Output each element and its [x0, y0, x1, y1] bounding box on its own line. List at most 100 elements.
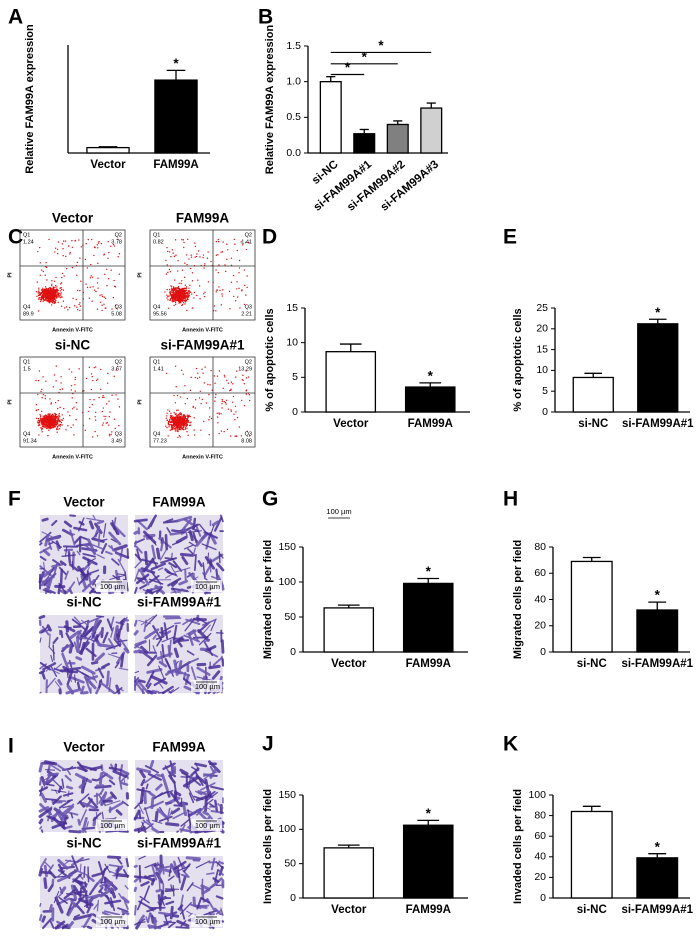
event-dot	[63, 408, 64, 409]
event-dot	[168, 426, 169, 427]
event-dot	[180, 300, 181, 301]
event-dot	[231, 257, 232, 258]
event-dot	[208, 281, 209, 282]
event-dot	[183, 292, 184, 293]
quadrant-value: 95.56	[153, 311, 167, 317]
event-dot	[204, 382, 205, 383]
event-dot	[172, 249, 173, 250]
micrograph	[40, 615, 128, 693]
event-dot	[193, 406, 194, 407]
event-dot	[46, 427, 47, 428]
y-tick-label: 50	[284, 611, 296, 623]
event-dot	[39, 247, 40, 248]
event-dot	[187, 414, 188, 415]
event-dot	[239, 267, 240, 268]
event-dot	[89, 407, 90, 408]
event-dot	[169, 292, 170, 293]
x-tick-label: si-FAM99A#1	[621, 658, 693, 670]
plot-title: FAM99A	[176, 211, 230, 226]
event-dot	[104, 254, 105, 255]
event-dot	[40, 422, 41, 423]
event-dot	[175, 366, 176, 367]
event-dot	[166, 297, 167, 298]
event-dot	[209, 384, 210, 385]
cell-stroke	[40, 766, 41, 772]
cell-stroke	[202, 879, 203, 893]
event-dot	[76, 408, 77, 409]
plot-title: Vector	[52, 211, 94, 226]
event-dot	[167, 299, 168, 300]
event-dot	[71, 385, 72, 386]
event-dot	[173, 305, 174, 306]
scale-label: 100 µm	[326, 507, 351, 516]
y-axis-label: PI	[7, 272, 13, 278]
event-dot	[66, 306, 67, 307]
event-dot	[105, 308, 106, 309]
event-dot	[179, 283, 180, 284]
event-dot	[234, 436, 235, 437]
cell-stroke	[194, 619, 205, 620]
x-axis-label: Annexin V-FITC	[182, 454, 223, 460]
event-dot	[183, 247, 184, 248]
event-dot	[55, 420, 56, 421]
y-axis-label: Migrated cells per field	[262, 540, 274, 659]
event-dot	[42, 300, 43, 301]
event-dot	[215, 397, 216, 398]
event-dot	[170, 256, 171, 257]
event-dot	[207, 251, 208, 252]
event-dot	[69, 415, 70, 416]
event-dot	[169, 291, 170, 292]
event-dot	[230, 409, 231, 410]
quadrant-value: 3.78	[111, 239, 122, 245]
event-dot	[61, 296, 62, 297]
cell-stroke	[43, 519, 47, 520]
cell-stroke	[121, 621, 122, 629]
event-dot	[36, 296, 37, 297]
event-dot	[226, 380, 227, 381]
y-tick-label: 100	[278, 823, 296, 835]
event-dot	[52, 425, 53, 426]
event-dot	[172, 299, 173, 300]
event-dot	[190, 292, 191, 293]
event-dot	[72, 298, 73, 299]
event-dot	[168, 422, 169, 423]
panel-letter: E	[503, 226, 517, 249]
quadrant-name: Q1	[153, 359, 160, 365]
event-dot	[52, 427, 53, 428]
event-dot	[42, 295, 43, 296]
event-dot	[193, 297, 194, 298]
event-dot	[172, 297, 173, 298]
event-dot	[48, 427, 49, 428]
event-dot	[177, 297, 178, 298]
event-dot	[171, 415, 172, 416]
event-dot	[55, 402, 56, 403]
event-dot	[47, 424, 48, 425]
event-dot	[180, 419, 181, 420]
event-dot	[58, 296, 59, 297]
y-axis-label: Relative FAM99A expression	[24, 24, 36, 174]
event-dot	[233, 396, 234, 397]
cell-stroke	[43, 917, 45, 921]
event-dot	[195, 246, 196, 247]
event-dot	[109, 435, 110, 436]
cell-stroke	[86, 893, 87, 907]
cell-stroke	[100, 774, 101, 783]
event-dot	[92, 404, 93, 405]
event-dot	[91, 300, 92, 301]
panel-letter: J	[262, 733, 274, 756]
event-dot	[65, 256, 66, 257]
cell-stroke	[93, 780, 97, 781]
cell-stroke	[46, 770, 55, 771]
event-dot	[49, 300, 50, 301]
event-dot	[227, 429, 228, 430]
cell-stroke	[159, 874, 160, 890]
event-dot	[41, 389, 42, 390]
event-dot	[102, 397, 103, 398]
event-dot	[58, 414, 59, 415]
event-dot	[206, 402, 207, 403]
event-dot	[45, 395, 46, 396]
cell-stroke	[40, 616, 44, 617]
event-dot	[40, 275, 41, 276]
cell-stroke	[59, 810, 61, 814]
event-dot	[49, 290, 50, 291]
